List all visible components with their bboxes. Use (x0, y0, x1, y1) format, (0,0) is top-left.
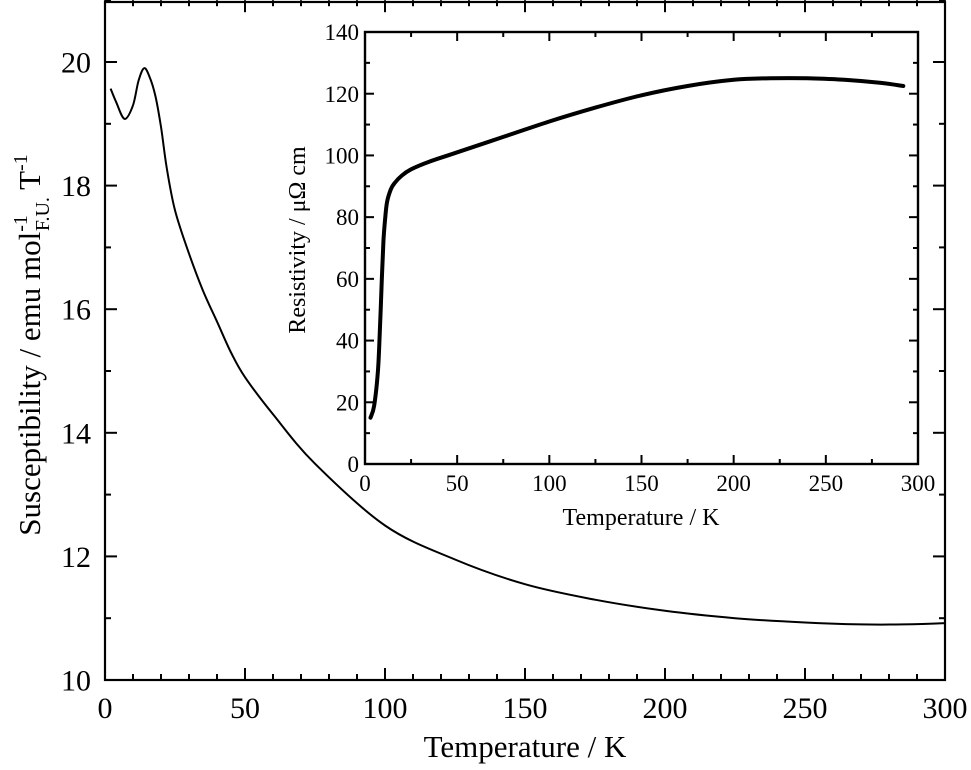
inset-y-axis-label: Resistivity / μΩ cm (285, 146, 311, 334)
x-tick-label: 0 (98, 692, 113, 725)
x-tick-label: 150 (624, 471, 659, 496)
y-tick-label: 0 (348, 452, 360, 477)
y-tick-label: 18 (61, 170, 91, 203)
x-tick-label: 50 (230, 692, 260, 725)
inset-x-axis-label: Temperature / K (563, 505, 721, 531)
y-tick-label: 60 (336, 267, 359, 292)
x-tick-label: 0 (359, 471, 371, 496)
ylabel-superscript: -1 (10, 215, 32, 232)
x-tick-label: 50 (446, 471, 469, 496)
susceptibility-curve (109, 67, 946, 626)
y-tick-label: 140 (325, 20, 360, 45)
y-tick-label: 20 (336, 390, 359, 415)
ylabel-main-text: Susceptibility / emu mol (12, 232, 47, 536)
x-tick-label: 250 (783, 692, 828, 725)
inset-x-axis: 0 50 100 150 200 250 300 (359, 32, 935, 496)
y-tick-label: 16 (61, 294, 91, 327)
main-y-axis: 10 12 14 16 18 20 (61, 0, 945, 698)
x-tick-label: 300 (923, 692, 968, 725)
y-tick-label: 20 (61, 47, 91, 80)
y-tick-label: 14 (61, 417, 91, 450)
inset-y-axis: 0 20 40 60 80 100 120 140 (325, 20, 918, 477)
resistivity-curve (368, 76, 906, 420)
x-tick-label: 200 (643, 692, 688, 725)
x-tick-label: 150 (503, 692, 548, 725)
main-y-axis-label: Susceptibility / emu mol-1F.U. T-1 (10, 154, 54, 535)
y-tick-label: 80 (336, 205, 359, 230)
y-tick-label: 40 (336, 329, 359, 354)
y-tick-label: 100 (325, 143, 360, 168)
inset-plot: 0 50 100 150 200 250 300 0 20 40 60 80 100 120 140 Te… (285, 20, 935, 531)
x-tick-label: 100 (532, 471, 567, 496)
y-tick-label: 120 (325, 82, 360, 107)
svg-text:Susceptibility / emu mol-1F.U.: Susceptibility / emu mol-1F.U. T-1 (10, 154, 54, 535)
main-x-axis-label: Temperature / K (424, 729, 627, 764)
x-tick-label: 250 (809, 471, 844, 496)
ylabel-tail-superscript: -1 (10, 154, 32, 171)
y-tick-label: 10 (61, 665, 91, 698)
ylabel-tail-text: T (12, 171, 47, 197)
ylabel-subscript: F.U. (32, 197, 54, 231)
main-x-axis: 0 50 100 150 200 250 300 (98, 0, 968, 725)
x-tick-label: 300 (901, 471, 936, 496)
x-tick-label: 100 (363, 692, 408, 725)
x-tick-label: 200 (716, 471, 751, 496)
y-tick-label: 12 (61, 541, 91, 574)
